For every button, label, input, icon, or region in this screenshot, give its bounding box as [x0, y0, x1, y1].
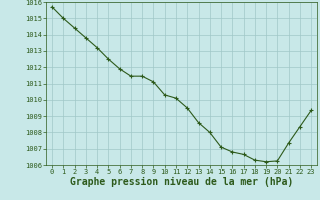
X-axis label: Graphe pression niveau de la mer (hPa): Graphe pression niveau de la mer (hPa) [70, 177, 293, 187]
